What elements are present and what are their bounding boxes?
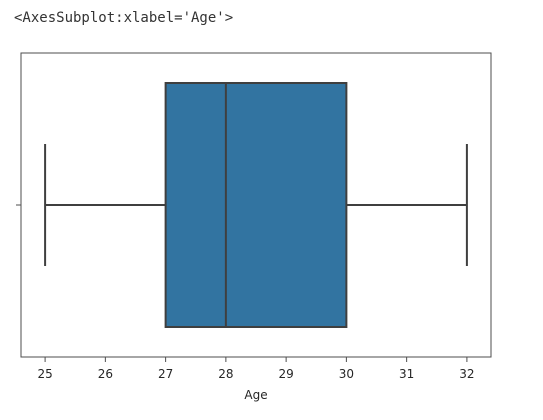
- x-tick-label: 30: [339, 367, 354, 381]
- box-group: [44, 82, 468, 328]
- x-tick-label: 26: [98, 367, 113, 381]
- output-repr-text: <AxesSubplot:xlabel='Age'>: [14, 10, 234, 26]
- iqr-box: [164, 82, 348, 328]
- x-tick-label: 29: [278, 367, 293, 381]
- x-axis-label: Age: [244, 388, 267, 402]
- x-tick-label: 28: [218, 367, 233, 381]
- x-tick-label: 32: [459, 367, 474, 381]
- x-tick-label: 31: [399, 367, 414, 381]
- x-axis-ticks: 25 26 27 28 29 30 31 32: [37, 357, 475, 381]
- x-tick-label: 25: [37, 367, 52, 381]
- x-tick-label: 27: [158, 367, 173, 381]
